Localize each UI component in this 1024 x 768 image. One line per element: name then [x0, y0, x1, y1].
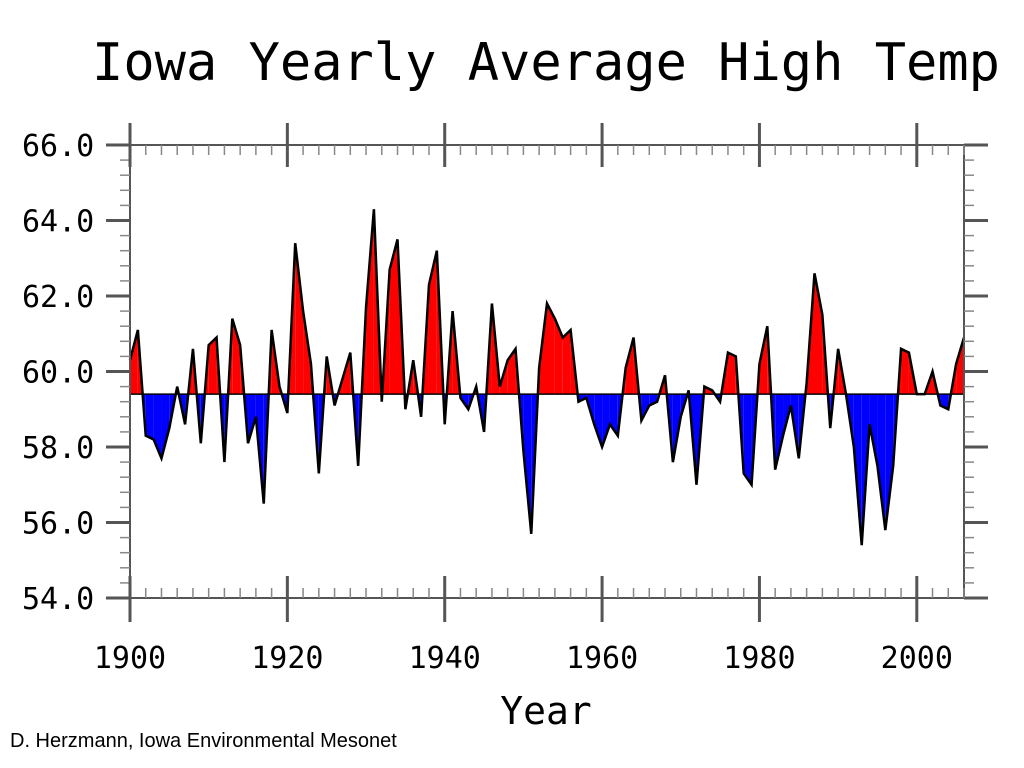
- x-tick-label: 1900: [94, 641, 166, 676]
- area-segment: [507, 348, 516, 395]
- area-segment: [869, 394, 878, 466]
- y-tick-label: 64.0: [22, 205, 94, 240]
- area-segment: [428, 250, 437, 395]
- credit-text: D. Herzmann, Iowa Environmental Mesonet: [10, 730, 397, 752]
- area-segment: [554, 318, 563, 395]
- area-segment: [641, 394, 650, 421]
- area-segment: [775, 394, 784, 470]
- area-segment: [523, 394, 532, 534]
- area-segment: [248, 394, 256, 444]
- area-segment: [389, 239, 398, 395]
- area-segment: [759, 326, 768, 395]
- area-segment: [295, 243, 304, 395]
- area-segment: [727, 352, 736, 395]
- area-segment: [145, 394, 154, 440]
- area-segment: [130, 329, 138, 395]
- series-line: [128, 209, 966, 546]
- area-segment: [877, 394, 886, 531]
- x-axis-label: Year: [500, 689, 592, 733]
- area-segment: [743, 394, 752, 485]
- area-segment: [547, 303, 555, 395]
- y-tick-label: 56.0: [22, 507, 94, 542]
- y-tick-label: 58.0: [22, 431, 94, 466]
- area-segment: [625, 337, 634, 395]
- area-segment: [956, 337, 964, 395]
- area-segment: [814, 273, 823, 395]
- y-tick-label: 66.0: [22, 129, 94, 164]
- x-tick-label: 1980: [723, 641, 795, 676]
- x-tick-label: 1920: [251, 641, 323, 676]
- x-tick-label: 2000: [881, 641, 953, 676]
- y-tick-label: 60.0: [22, 356, 94, 391]
- y-tick-label: 62.0: [22, 280, 94, 315]
- area-segment: [602, 394, 610, 447]
- area-segment: [562, 329, 571, 395]
- area-segment: [594, 394, 603, 447]
- chart-title: Iowa Yearly Average High Temp: [92, 33, 1000, 93]
- x-tick-label: 1960: [566, 641, 638, 676]
- area-segment: [901, 348, 909, 395]
- area-segment: [161, 394, 170, 459]
- area-segment: [366, 209, 374, 395]
- area-segment: [208, 337, 217, 395]
- area-segment: [885, 394, 894, 531]
- x-tick-label: 1940: [409, 641, 481, 676]
- y-tick-label: 54.0: [22, 582, 94, 617]
- area-segment: [232, 318, 241, 395]
